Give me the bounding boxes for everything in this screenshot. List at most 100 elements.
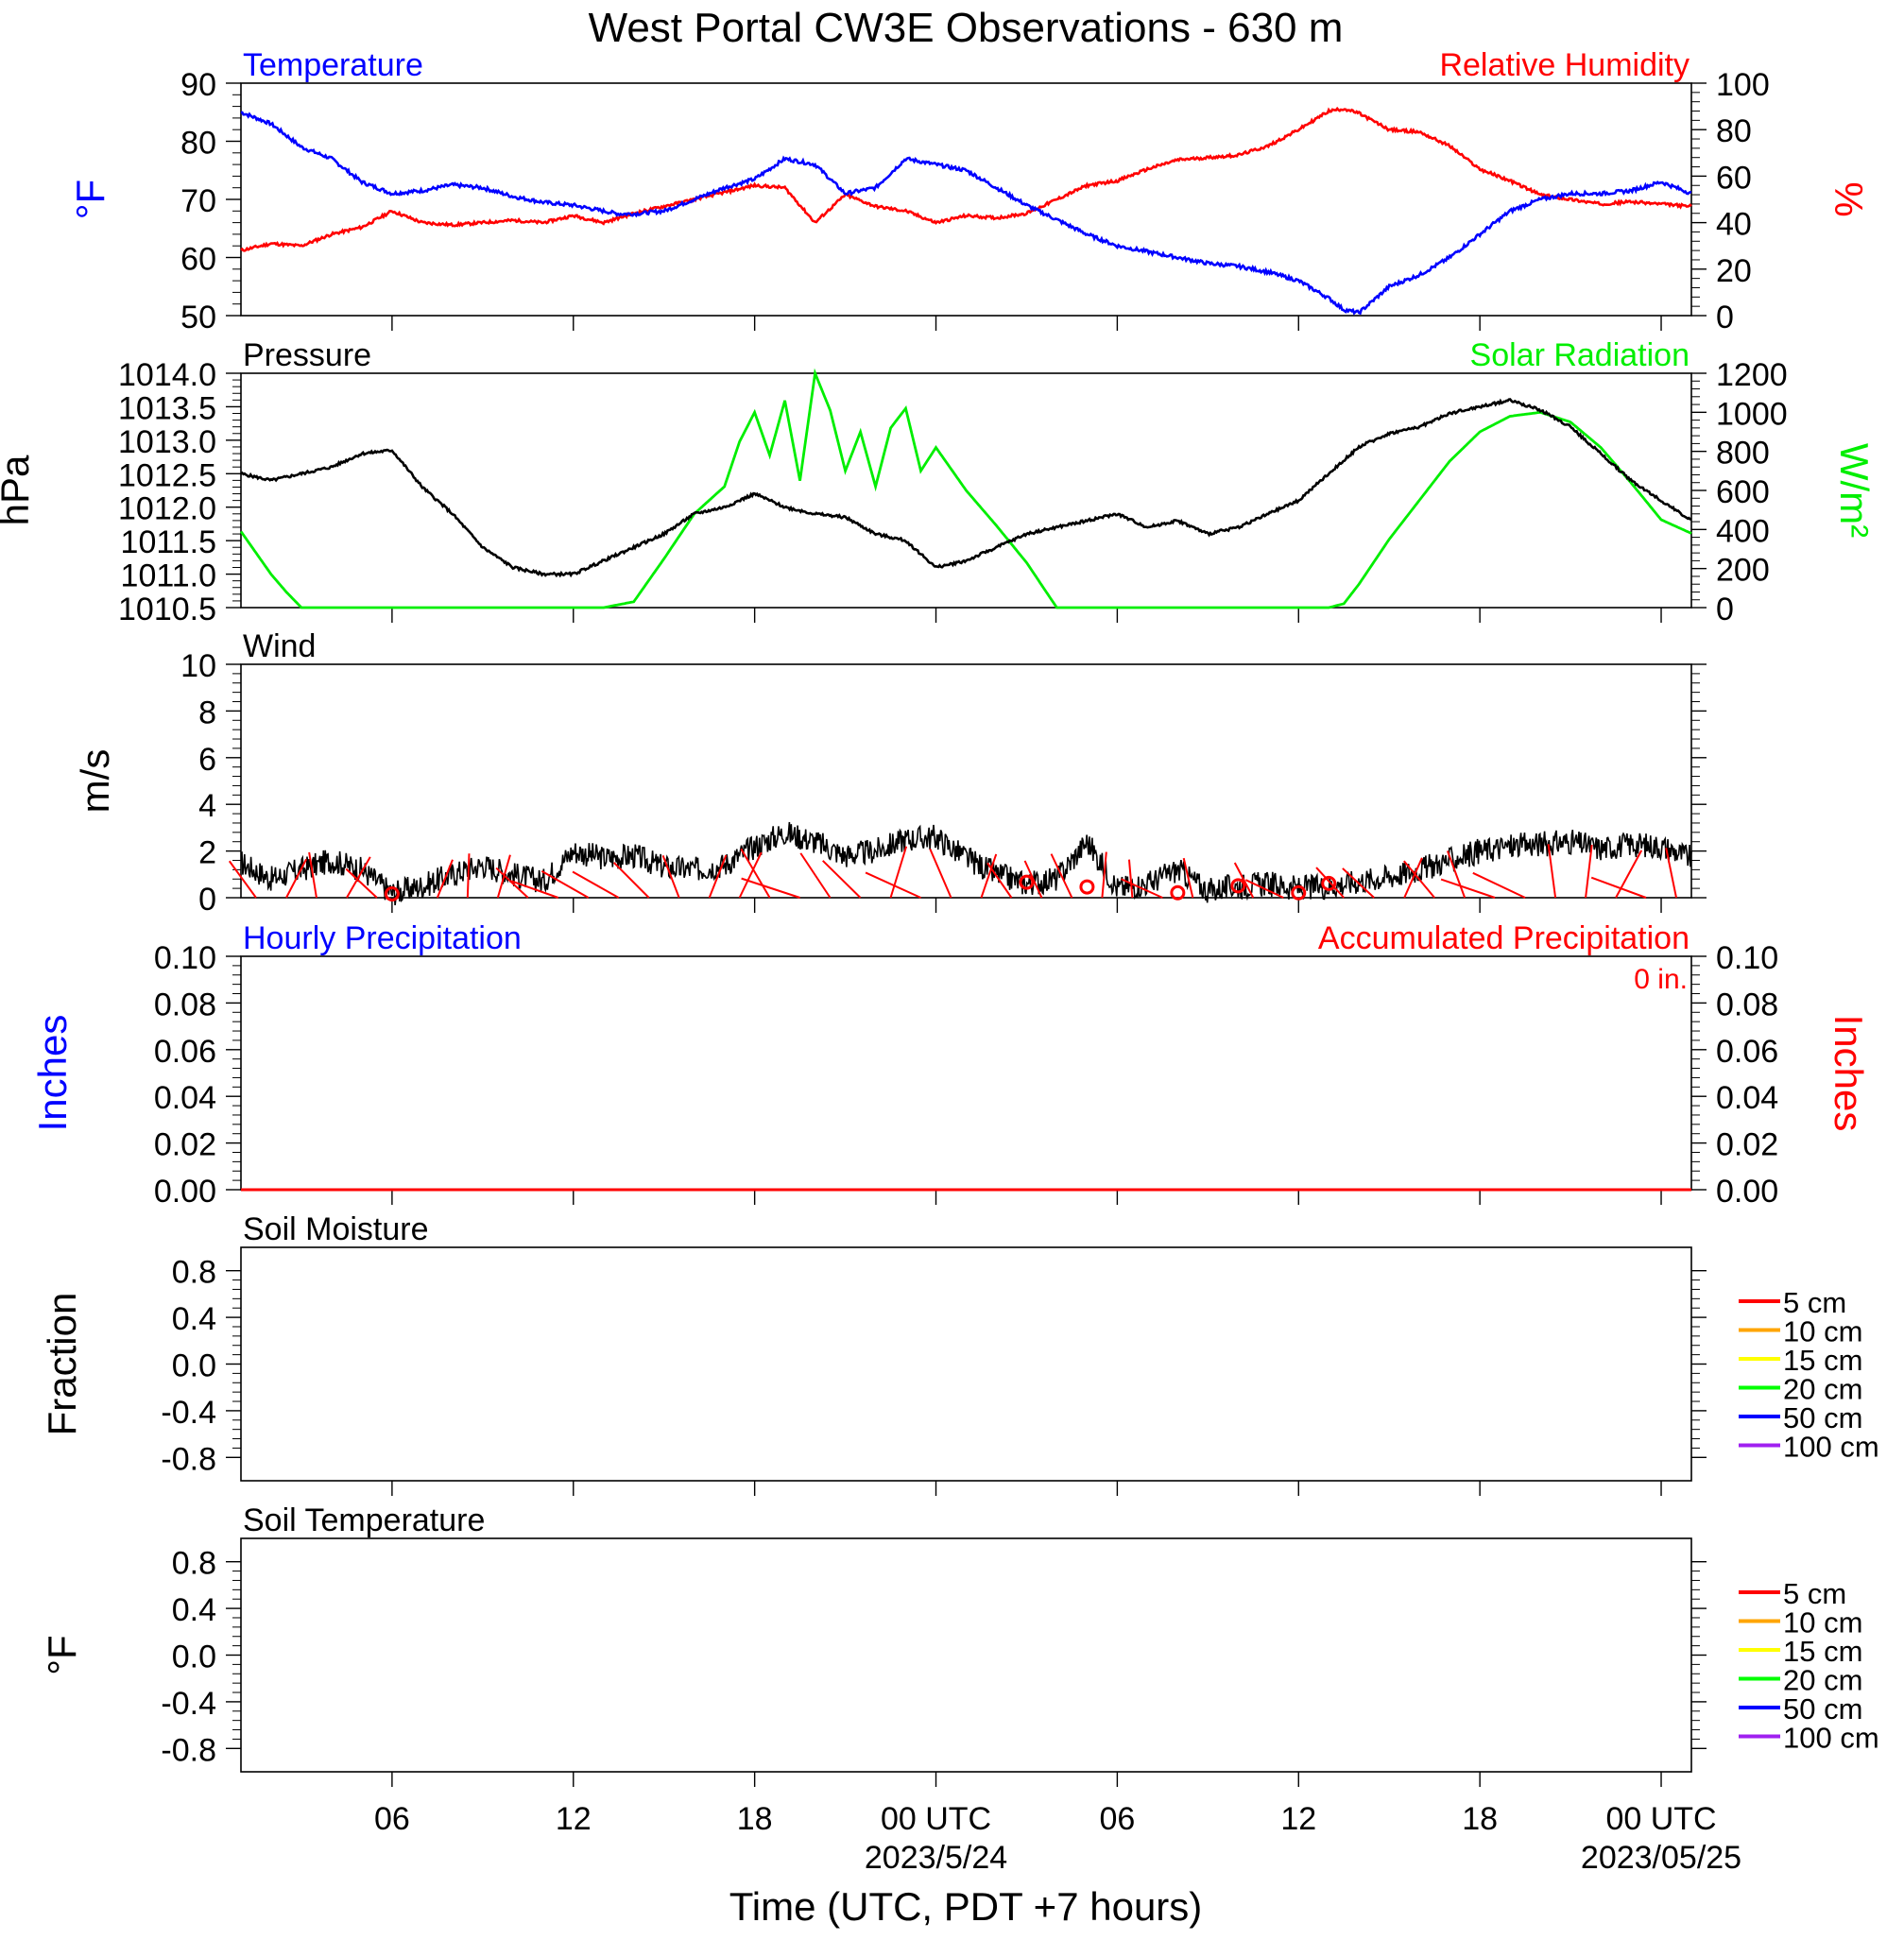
y-left-tick-label: 1011.0 [121, 558, 216, 594]
wind-barb [1403, 857, 1423, 899]
y-left-tick-label: 70 [180, 183, 216, 219]
wind-barb [572, 870, 620, 899]
y-left-tick-label: 1012.5 [118, 457, 216, 493]
x-tick-label: 06 [1099, 1801, 1135, 1837]
y-right-tick-label: 40 [1716, 207, 1752, 243]
panel-title-right: Solar Radiation [1470, 337, 1690, 373]
wind-barb [986, 862, 1013, 899]
wind-barb [1101, 851, 1107, 899]
y-left-tick-label: 0.0 [172, 1348, 216, 1384]
y-left-tick-label: -0.4 [161, 1686, 216, 1722]
y-left-tick-label: 4 [198, 788, 216, 824]
wind-barb [799, 852, 832, 899]
y-left-tick-label: 0.08 [154, 987, 216, 1022]
y-left-tick-label: 1010.5 [118, 592, 216, 627]
wind-barb [929, 848, 952, 899]
wind-barb [1127, 859, 1134, 899]
y-left-tick-label: 0.4 [172, 1592, 216, 1628]
y-left-tick-label: 1014.0 [118, 357, 216, 393]
y-left-tick-label: -0.4 [161, 1395, 216, 1431]
panel-title-left: Hourly Precipitation [243, 920, 522, 956]
y-left-tick-label: 1011.5 [121, 524, 216, 560]
wind-barb [1233, 862, 1255, 899]
y-axis-label-right: W/m² [1832, 443, 1877, 538]
wind-barb [741, 877, 800, 899]
wind-barb [1342, 867, 1375, 899]
y-left-tick-label: 1013.5 [118, 390, 216, 426]
wind-barb [308, 851, 317, 899]
legend-label: 5 cm [1783, 1577, 1846, 1610]
legend-label: 20 cm [1783, 1373, 1862, 1406]
wind-barb [865, 871, 921, 899]
y-left-tick-label: 0.8 [172, 1546, 216, 1582]
wind-barb [1121, 878, 1163, 899]
y-right-tick-label: 60 [1716, 160, 1752, 196]
x-tick-label: 18 [737, 1801, 773, 1837]
panel-title-left: Pressure [243, 337, 371, 373]
y-left-tick-label: 10 [180, 648, 216, 684]
y-right-tick-label: 200 [1716, 553, 1770, 589]
y-left-tick-label: 1012.0 [118, 491, 216, 527]
x-tick-label: 12 [556, 1801, 592, 1837]
y-left-tick-label: 2 [198, 835, 216, 871]
y-right-tick-label: 0 [1716, 300, 1734, 335]
wind-barb [228, 860, 257, 899]
calm-marker [1291, 884, 1307, 901]
panel-wind: 0 2 4 6 8 10 Wind m/s [73, 628, 1707, 918]
wind-barb [345, 867, 378, 899]
wind-barb [740, 848, 771, 899]
wind-barb [1446, 850, 1467, 899]
y-left-tick-label: -0.8 [161, 1441, 216, 1477]
y-right-tick-label: 600 [1716, 474, 1770, 510]
y-left-tick-label: 0.4 [172, 1301, 216, 1337]
panel-title-left: Wind [243, 628, 316, 664]
y-right-tick-label: 800 [1716, 436, 1770, 472]
x-axis-label: Time (UTC, PDT +7 hours) [729, 1884, 1203, 1929]
figure-title: West Portal CW3E Observations - 630 m [589, 5, 1344, 51]
legend-label: 15 cm [1783, 1344, 1862, 1377]
x-tick-label: 00 UTC [1605, 1801, 1716, 1837]
wind-barb [889, 846, 908, 899]
y-right-tick-label: 400 [1716, 513, 1770, 549]
wind-barb [466, 853, 471, 899]
wind-barb [1440, 878, 1496, 899]
y-right-tick-label: 1000 [1716, 396, 1788, 432]
y-right-tick-label: 0.10 [1716, 940, 1778, 976]
wind-barb [1585, 844, 1593, 899]
y-axis-label-left: °F [68, 180, 112, 219]
wind-barb [1182, 857, 1194, 899]
series-relative-humidity [240, 106, 1692, 252]
wind-barb [436, 859, 454, 899]
y-left-tick-label: 60 [180, 242, 216, 278]
y-left-tick-label: 0.04 [154, 1080, 216, 1116]
legend-label: 50 cm [1783, 1401, 1862, 1434]
x-tick-date-label: 2023/05/25 [1581, 1840, 1741, 1876]
wind-barb [495, 867, 529, 899]
y-axis-label-left: Fraction [40, 1293, 84, 1436]
legend-label: 15 cm [1783, 1635, 1862, 1668]
wind-barb [1244, 879, 1284, 899]
y-left-tick-label: 0.06 [154, 1034, 216, 1070]
panel-title-left: Soil Temperature [243, 1502, 485, 1538]
legend-label: 20 cm [1783, 1664, 1862, 1697]
panel-precip: 0.00 0.02 0.04 0.06 0.08 0.10 0.00 0.02 0.04 0.06… [30, 920, 1871, 1210]
wind-barb [980, 853, 998, 899]
y-right-tick-label: 100 [1716, 67, 1770, 103]
calm-marker [1079, 879, 1095, 895]
x-tick-label: 18 [1462, 1801, 1498, 1837]
y-axis-label-left: hPa [0, 455, 37, 525]
y-left-tick-label: 90 [180, 67, 216, 103]
wind-barb [738, 851, 763, 899]
y-left-tick-label: 0.02 [154, 1127, 216, 1163]
wind-barb [285, 858, 308, 899]
wind-barb [1315, 867, 1345, 899]
series-wind-speed [240, 821, 1692, 905]
wind-barb [1547, 844, 1557, 899]
legend-label: 10 cm [1783, 1606, 1862, 1640]
legend-label: 100 cm [1783, 1431, 1879, 1464]
wind-barb [1665, 848, 1677, 899]
panel-title-right: Relative Humidity [1439, 47, 1690, 83]
y-axis-label-left: Inches [30, 1015, 75, 1132]
